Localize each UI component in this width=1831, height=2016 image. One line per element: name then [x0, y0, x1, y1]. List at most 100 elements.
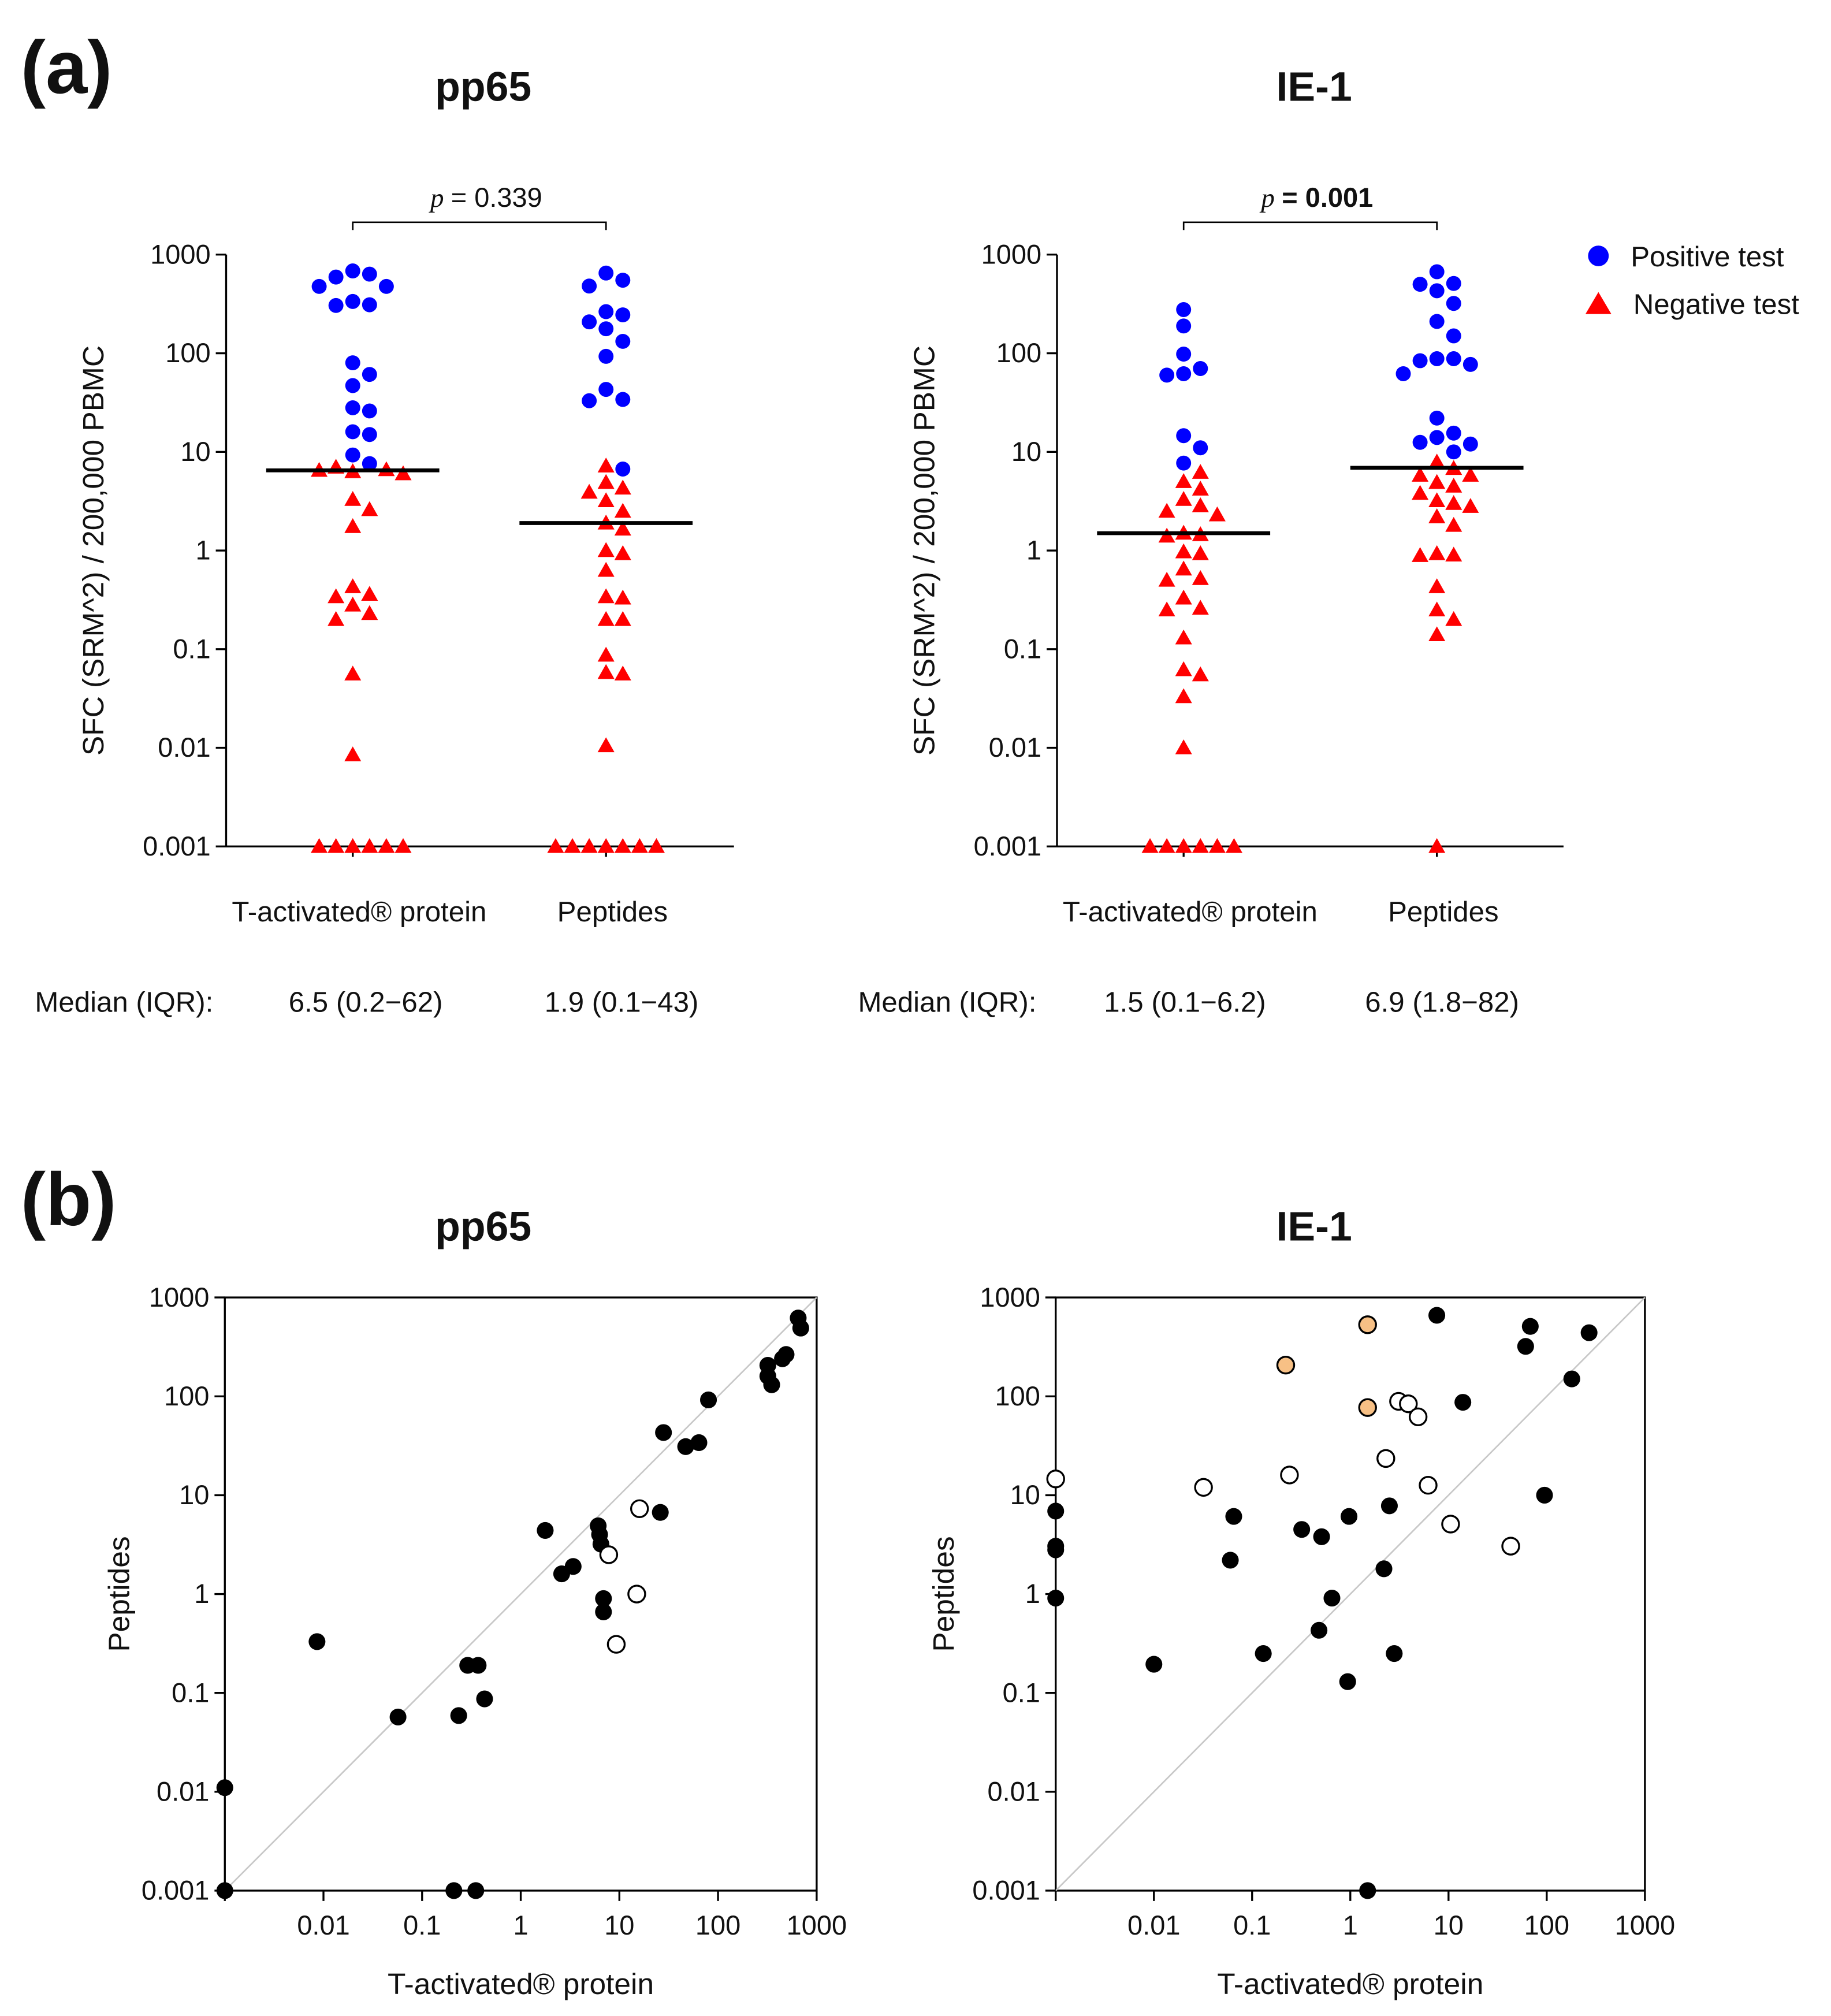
negative-test-point	[344, 665, 362, 681]
category-label: Peptides	[557, 896, 668, 928]
scatter-point-filled	[389, 1708, 407, 1725]
scatter-point-filled	[1339, 1673, 1356, 1690]
positive-test-point	[1159, 367, 1175, 383]
negative-test-point	[1192, 464, 1209, 479]
median-label: Median (IQR):	[35, 987, 213, 1018]
positive-test-point	[1446, 351, 1461, 366]
positive-test-point	[362, 403, 377, 419]
negative-test-point	[1175, 589, 1192, 605]
scatter-point-filled	[1521, 1318, 1539, 1335]
p-value-symbol: p	[1259, 183, 1274, 213]
negative-test-point	[1175, 838, 1192, 853]
chart-title: pp65	[435, 1204, 531, 1250]
negative-test-point	[1158, 571, 1175, 587]
negative-test-point	[564, 838, 581, 853]
dot-plot-ie-1: IE-1 1000 100 10 1 0.1 0.01 0.001 SFC (SRM^2) / …	[858, 64, 1564, 1018]
negative-test-point	[597, 646, 615, 662]
positive-test-point	[1429, 314, 1445, 329]
negative-test-point	[344, 596, 362, 612]
negative-test-point	[597, 611, 615, 626]
scatter-point-filled	[470, 1657, 487, 1674]
x-tick-label: 100	[1524, 1910, 1569, 1940]
scatter-point-filled	[1323, 1590, 1341, 1607]
y-tick-label: 10	[179, 1479, 209, 1510]
scatter-point-open	[1408, 1407, 1428, 1427]
positive-test-point	[582, 393, 597, 408]
positive-test-point	[1193, 440, 1208, 456]
scatter-point-open	[1376, 1449, 1395, 1468]
scatter-point-open	[1441, 1515, 1460, 1534]
negative-test-point	[344, 746, 362, 761]
positive-test-point	[1446, 276, 1461, 291]
x-axis-label: T-activated® protein	[1217, 1967, 1483, 2000]
scatter-point-filled	[476, 1690, 493, 1708]
positive-test-point	[1446, 444, 1461, 460]
positive-test-point	[615, 273, 631, 288]
negative-test-point	[1428, 601, 1446, 617]
negative-test-point	[597, 838, 615, 853]
negative-test-point	[614, 611, 631, 626]
negative-test-point	[378, 838, 395, 853]
x-tick-label: 10	[1434, 1910, 1464, 1940]
positive-test-point	[362, 266, 377, 282]
scatter-point-open	[627, 1584, 646, 1604]
y-tick-label: 0.1	[1004, 633, 1041, 664]
positive-test-point	[598, 348, 614, 364]
positive-test-point	[615, 307, 631, 323]
positive-test-point	[345, 293, 360, 309]
scatter-point-open	[1046, 1470, 1065, 1489]
positive-test-point	[1412, 353, 1428, 369]
positive-test-point	[345, 263, 360, 279]
positive-test-point	[1429, 264, 1445, 280]
y-tick-label: 0.1	[1003, 1677, 1040, 1708]
legend-positive-label: Positive test	[1631, 241, 1784, 273]
scatter-point-filled	[537, 1522, 554, 1539]
legend-negative-marker	[1585, 292, 1612, 314]
y-tick-label: 100	[164, 1381, 209, 1411]
negative-test-point	[597, 561, 615, 577]
negative-test-point	[1192, 666, 1209, 682]
negative-test-point	[647, 838, 665, 853]
scatter-point-filled	[1047, 1590, 1065, 1607]
scatter-point-filled	[595, 1590, 612, 1607]
negative-test-point	[1175, 739, 1192, 754]
negative-test-point	[1158, 527, 1175, 543]
median-iqr-value: 6.5 (0.2−62)	[289, 987, 443, 1018]
identity-line	[224, 1297, 817, 1891]
scatter-point-filled	[700, 1391, 717, 1408]
p-value-symbol: p	[429, 183, 444, 213]
negative-test-point	[597, 588, 615, 604]
scatter-point-filled	[1359, 1882, 1376, 1899]
y-tick-label: 0.001	[974, 831, 1042, 861]
negative-test-point	[1412, 485, 1429, 500]
negative-test-point	[361, 605, 378, 620]
scatter-point-open	[599, 1545, 619, 1564]
scatter-point-open	[1194, 1478, 1213, 1497]
negative-test-point	[1192, 600, 1209, 615]
positive-test-point	[345, 378, 360, 393]
positive-test-point	[328, 269, 344, 285]
negative-test-point	[1428, 508, 1446, 523]
negative-test-point	[344, 838, 362, 853]
y-axis-label: Peptides	[926, 1536, 960, 1652]
y-tick-label: 0.01	[987, 1776, 1040, 1806]
positive-test-point	[345, 424, 360, 440]
x-tick-label: 1	[1343, 1910, 1358, 1940]
scatter-point-filled	[1341, 1508, 1358, 1525]
negative-test-point	[1192, 570, 1209, 585]
negative-test-point	[328, 838, 345, 853]
positive-test-point	[328, 297, 344, 313]
positive-test-point	[615, 333, 631, 349]
negative-test-point	[1428, 545, 1446, 560]
positive-test-point	[1429, 283, 1445, 299]
scatter-point-filled	[690, 1434, 708, 1451]
positive-test-point	[345, 355, 360, 371]
negative-test-point	[1225, 838, 1242, 853]
median-label: Median (IQR):	[858, 987, 1036, 1018]
negative-test-point	[1175, 688, 1192, 704]
scatter-point-filled	[595, 1603, 612, 1620]
scatter-point-filled	[677, 1438, 694, 1455]
scatter-point-filled	[1047, 1502, 1065, 1520]
scatter-point-filled	[1580, 1324, 1598, 1341]
positive-test-point	[582, 278, 597, 294]
